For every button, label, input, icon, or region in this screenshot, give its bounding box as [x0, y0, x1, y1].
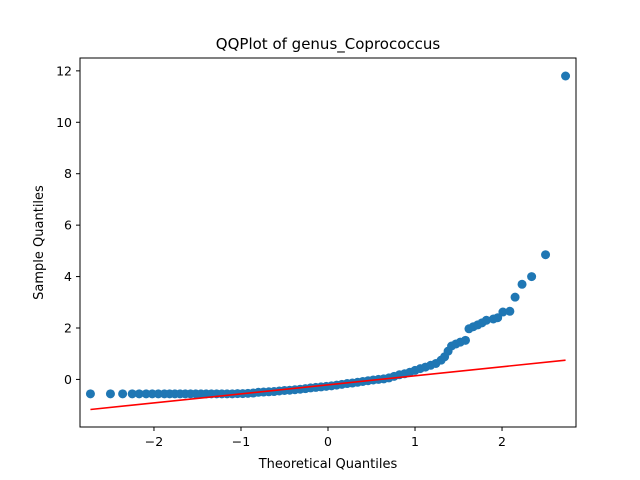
data-point	[481, 315, 491, 325]
data-point	[505, 306, 515, 316]
y-tick-label: 2	[64, 321, 72, 336]
data-point	[510, 292, 520, 302]
data-point	[85, 389, 95, 399]
x-tick-label: 2	[498, 434, 506, 449]
data-point	[498, 307, 508, 317]
x-tick-label: 0	[324, 434, 332, 449]
y-axis-ticks: 0 2 4 6 8 10 12	[56, 63, 80, 387]
reference-line-segment	[90, 359, 566, 411]
y-tick-label: 0	[64, 372, 72, 387]
data-point	[527, 272, 537, 282]
data-points	[85, 71, 571, 399]
plot-frame	[79, 57, 577, 428]
y-tick-label: 10	[56, 115, 72, 130]
data-point	[493, 313, 503, 323]
data-point	[561, 71, 571, 81]
x-tick-label: −2	[145, 434, 163, 449]
y-axis-label: Sample Quantiles	[32, 185, 47, 300]
x-axis-ticks: −2 −1 0 1 2	[145, 427, 506, 449]
y-tick-label: 6	[64, 218, 72, 233]
data-point	[118, 389, 128, 399]
data-point	[517, 279, 527, 289]
y-tick-label: 8	[64, 166, 72, 181]
y-tick-label: 4	[64, 269, 72, 284]
x-axis-label: Theoretical Quantiles	[258, 457, 398, 472]
data-point	[105, 389, 115, 399]
reference-line	[90, 359, 566, 411]
data-point	[127, 389, 137, 399]
data-point	[134, 389, 144, 399]
data-point	[460, 335, 470, 345]
x-tick-label: −1	[232, 434, 250, 449]
x-tick-label: 1	[411, 434, 419, 449]
data-point	[541, 250, 551, 260]
y-tick-label: 12	[56, 63, 72, 78]
chart-title: QQPlot of genus_Coprococcus	[216, 35, 441, 54]
